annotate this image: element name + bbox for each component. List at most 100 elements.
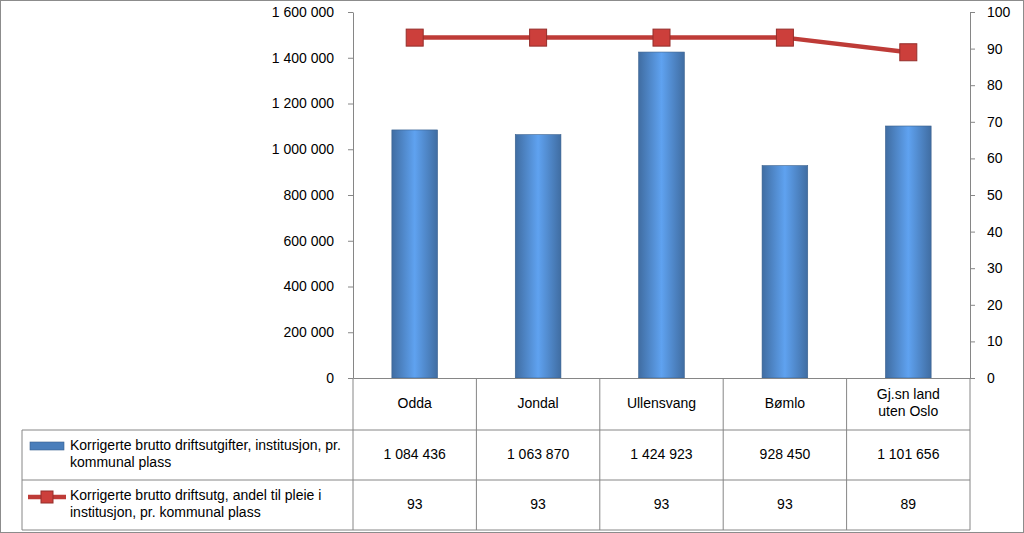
tick: Bømlo — [765, 395, 806, 411]
table-value: 89 — [901, 496, 917, 512]
data-table: Korrigerte brutto driftsutgifter, instit… — [28, 437, 940, 520]
tick-label: Odda — [398, 395, 432, 411]
tick: Gj.sn landuten Oslo — [877, 386, 940, 419]
tick-label: 200 000 — [283, 324, 334, 340]
legend-key — [28, 491, 66, 503]
tick-mark — [970, 158, 975, 159]
y2-axis: 0 10 20 30 40 50 60 70 80 90 100 — [970, 4, 1011, 386]
marker — [530, 29, 547, 46]
tick-label: 1 600 000 — [272, 4, 334, 20]
tick-label: 50 — [987, 187, 1003, 203]
tick-mark — [970, 378, 975, 379]
tick-mark — [970, 85, 975, 86]
axis-line — [353, 13, 354, 379]
table-value: 1 424 923 — [630, 446, 692, 462]
tick: 90 — [970, 41, 1003, 57]
tick: 50 — [970, 187, 1003, 203]
tick-mark — [970, 341, 975, 342]
table-line — [846, 378, 847, 530]
tick-mark — [348, 378, 353, 379]
axis-line — [354, 378, 971, 379]
tick-mark — [348, 241, 353, 242]
tick-label: 0 — [326, 370, 334, 386]
tick: 80 — [970, 77, 1003, 93]
bar — [515, 135, 561, 378]
tick-mark — [348, 58, 353, 59]
table-line — [723, 378, 724, 530]
legend-key — [30, 442, 64, 450]
tick-mark — [970, 49, 975, 50]
tick: 10 — [970, 333, 1003, 349]
table-line — [22, 430, 970, 431]
table-line — [22, 430, 23, 530]
bar — [885, 126, 931, 378]
tick-label: 90 — [987, 41, 1003, 57]
marker — [406, 29, 423, 46]
tick-label: 0 — [987, 370, 995, 386]
tick: 200 000 — [283, 324, 353, 340]
tick-mark — [348, 195, 353, 196]
tick: 600 000 — [283, 233, 353, 249]
table-line — [476, 378, 477, 530]
tick: 1 400 000 — [272, 50, 353, 66]
tick-label: 100 — [987, 4, 1011, 20]
bar — [392, 130, 438, 378]
tick-mark — [970, 12, 975, 13]
tick: 20 — [970, 297, 1003, 313]
tick: 40 — [970, 224, 1003, 240]
x-axis: Odda Jondal Ullensvang Bømlo Gj.sn landuten … — [354, 379, 971, 420]
table-value: 1 084 436 — [384, 446, 446, 462]
table-line — [970, 378, 971, 530]
table-value: 1 063 870 — [507, 446, 569, 462]
bar — [762, 166, 808, 378]
tick-label: 70 — [987, 114, 1003, 130]
tick-label: 80 — [987, 77, 1003, 93]
tick-label: 800 000 — [283, 187, 334, 203]
tick-label: 10 — [987, 333, 1003, 349]
tick: Jondal — [517, 395, 558, 411]
tick-label: 1 000 000 — [272, 141, 334, 157]
tick-label: 1 400 000 — [272, 50, 334, 66]
tick: 1 000 000 — [272, 141, 353, 157]
tick: Ullensvang — [627, 395, 696, 411]
tick-mark — [348, 287, 353, 288]
tick-label: 40 — [987, 224, 1003, 240]
legend-marker — [41, 491, 53, 503]
table-value: 93 — [777, 496, 793, 512]
tick: 1 600 000 — [272, 4, 353, 20]
tick: 70 — [970, 114, 1003, 130]
tick: 0 — [326, 370, 353, 386]
table-line — [353, 378, 354, 530]
table-value: 93 — [407, 496, 423, 512]
marker — [900, 44, 917, 61]
table-line — [22, 480, 970, 481]
tick-mark — [348, 332, 353, 333]
tick-mark — [970, 232, 975, 233]
tick-label: 1 200 000 — [272, 95, 334, 111]
tick: 400 000 — [283, 278, 353, 294]
tick-label: Bømlo — [765, 395, 806, 411]
table-value: 93 — [654, 496, 670, 512]
chart: 0 200 000 400 000 600 000 800 000 1 000 000 1 … — [0, 0, 1024, 533]
tick-mark — [970, 305, 975, 306]
tick-label: 30 — [987, 260, 1003, 276]
legend-label: Korrigerte brutto driftsutgifter, instit… — [70, 437, 341, 470]
data-table-grid — [22, 378, 970, 530]
tick-mark — [348, 12, 353, 13]
tick-label: Jondal — [517, 395, 558, 411]
tick-label: 400 000 — [283, 278, 334, 294]
tick-mark — [970, 122, 975, 123]
tick: 1 200 000 — [272, 95, 353, 111]
marker — [776, 29, 793, 46]
tick-label: Ullensvang — [627, 395, 696, 411]
tick: 800 000 — [283, 187, 353, 203]
tick-label: 600 000 — [283, 233, 334, 249]
tick: 30 — [970, 260, 1003, 276]
legend-label: Korrigerte brutto driftsutg, andel til p… — [70, 487, 321, 520]
table-value: 928 450 — [760, 446, 811, 462]
tick-label: 60 — [987, 150, 1003, 166]
tick: Odda — [398, 395, 432, 411]
plot-area — [392, 29, 931, 378]
tick: 60 — [970, 150, 1003, 166]
legend-swatch — [30, 442, 64, 450]
